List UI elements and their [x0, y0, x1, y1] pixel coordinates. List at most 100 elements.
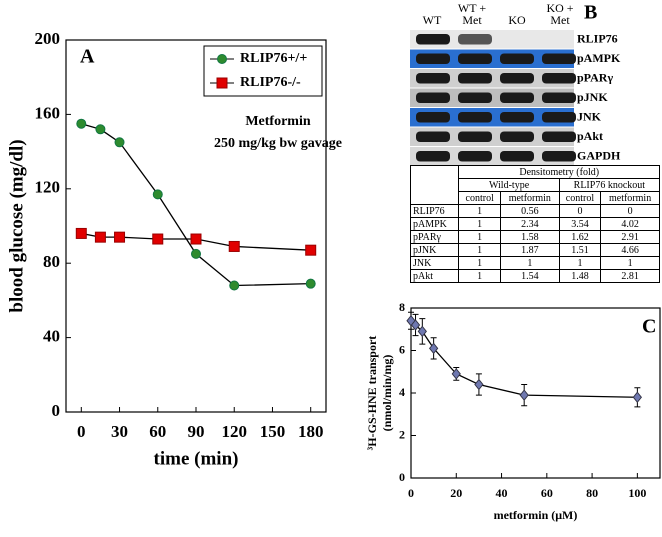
- y-axis-label: (nmol/min/mg): [380, 355, 394, 432]
- marker: [305, 278, 316, 289]
- y-tick-label: 2: [399, 427, 405, 441]
- table-cell: 1: [558, 256, 602, 270]
- x-tick-label: 20: [450, 486, 462, 500]
- blot-band: [458, 92, 492, 103]
- table-cell: metformin: [499, 191, 560, 205]
- table-cell: 2.91: [600, 230, 660, 244]
- table-cell: Densitometry (fold): [458, 165, 660, 179]
- blot-row-label: pAMPK: [577, 51, 621, 65]
- table-cell: 1: [458, 217, 501, 231]
- x-tick-label: 40: [496, 486, 508, 500]
- marker: [417, 325, 427, 338]
- table-cell: 2.81: [600, 269, 660, 283]
- panel-letter: B: [584, 2, 597, 24]
- table-cell: 1: [600, 256, 660, 270]
- table-cell: 2.34: [499, 217, 560, 231]
- annotation: 250 mg/kg bw gavage: [214, 136, 342, 151]
- y-tick-label: 120: [35, 178, 61, 197]
- blot-row-label: pPARγ: [577, 71, 613, 85]
- marker: [410, 319, 421, 331]
- marker: [95, 124, 106, 135]
- table-cell: control: [558, 191, 602, 205]
- blot-band: [542, 73, 576, 84]
- table-cell: pAMPK: [409, 217, 460, 231]
- blot-band: [416, 34, 450, 45]
- x-tick-label: 60: [541, 486, 553, 500]
- y-tick-label: 6: [399, 342, 405, 356]
- marker: [474, 378, 484, 391]
- table-cell: 1: [499, 256, 560, 270]
- blot-band: [542, 151, 576, 162]
- table-cell: 1.58: [499, 230, 560, 244]
- marker: [519, 389, 529, 401]
- marker: [451, 368, 461, 380]
- table-cell: 1.54: [499, 269, 560, 283]
- blot-band: [458, 34, 492, 45]
- y-axis-label: blood glucose (mg/dl): [6, 139, 27, 312]
- table-cell: RLIP76 knockout: [558, 178, 661, 192]
- blot-band: [458, 53, 492, 64]
- table-cell: [409, 165, 460, 205]
- marker: [114, 137, 125, 148]
- table-cell: 3.54: [558, 217, 602, 231]
- blot-row-label: RLIP76: [577, 32, 618, 46]
- blot-row-label: pJNK: [577, 90, 608, 104]
- blot-band: [542, 131, 576, 142]
- y-axis-label: ³H-GS-HNE transport: [365, 336, 379, 451]
- table-cell: 1.51: [558, 243, 602, 257]
- y-tick-label: 4: [399, 385, 405, 399]
- marker: [216, 77, 228, 89]
- blot-band: [458, 151, 492, 162]
- blot-band: [542, 53, 576, 64]
- marker: [152, 233, 164, 245]
- marker: [229, 280, 240, 291]
- y-tick-label: 40: [43, 327, 60, 346]
- table-cell: 1: [458, 204, 501, 218]
- marker: [76, 118, 87, 129]
- table-row: pAkt 1 1.54 1.48 2.81: [409, 269, 660, 283]
- table-row: pJNK 1 1.87 1.51 4.66: [409, 243, 660, 257]
- legend-label: RLIP76-/-: [240, 75, 301, 90]
- table-cell: Wild-type: [458, 178, 560, 192]
- panel-letter: C: [642, 316, 656, 338]
- table-cell: pAkt: [409, 269, 460, 283]
- marker: [428, 342, 439, 355]
- table-cell: 0.56: [499, 204, 560, 218]
- x-tick-label: 120: [221, 422, 247, 441]
- blot-band: [416, 131, 450, 142]
- blot-band: [416, 53, 450, 64]
- y-tick-label: 8: [399, 300, 405, 314]
- table-cell: 1: [458, 230, 501, 244]
- lane-label: WT + Met: [457, 1, 487, 27]
- marker: [114, 231, 126, 243]
- blot-band: [458, 131, 492, 142]
- blot-band: [500, 53, 534, 64]
- table-cell: 0: [558, 204, 602, 218]
- x-tick-label: 180: [298, 422, 324, 441]
- marker: [632, 391, 643, 404]
- blot-band: [416, 112, 450, 123]
- table-cell: 4.66: [600, 243, 660, 257]
- blot-band: [500, 131, 534, 142]
- blot-band: [500, 73, 534, 84]
- table-cell: 4.02: [600, 217, 660, 231]
- x-tick-label: 0: [77, 422, 86, 441]
- marker: [228, 240, 240, 252]
- blot-row-label: GAPDH: [577, 149, 621, 163]
- blot-band: [542, 112, 576, 123]
- marker: [94, 231, 106, 243]
- blot-band: [416, 73, 450, 84]
- x-tick-label: 90: [188, 422, 205, 441]
- table-row: pPARγ 1 1.58 1.62 2.91: [409, 230, 660, 244]
- y-tick-label: 160: [35, 103, 61, 122]
- lane-label: KO: [508, 13, 526, 27]
- y-tick-label: 0: [399, 470, 405, 484]
- table-cell: 1.62: [558, 230, 602, 244]
- table-cell: 1: [458, 243, 501, 257]
- blot-band: [542, 92, 576, 103]
- panel-letter: A: [80, 46, 95, 68]
- blot-band: [500, 112, 534, 123]
- table-cell: 0: [600, 204, 660, 218]
